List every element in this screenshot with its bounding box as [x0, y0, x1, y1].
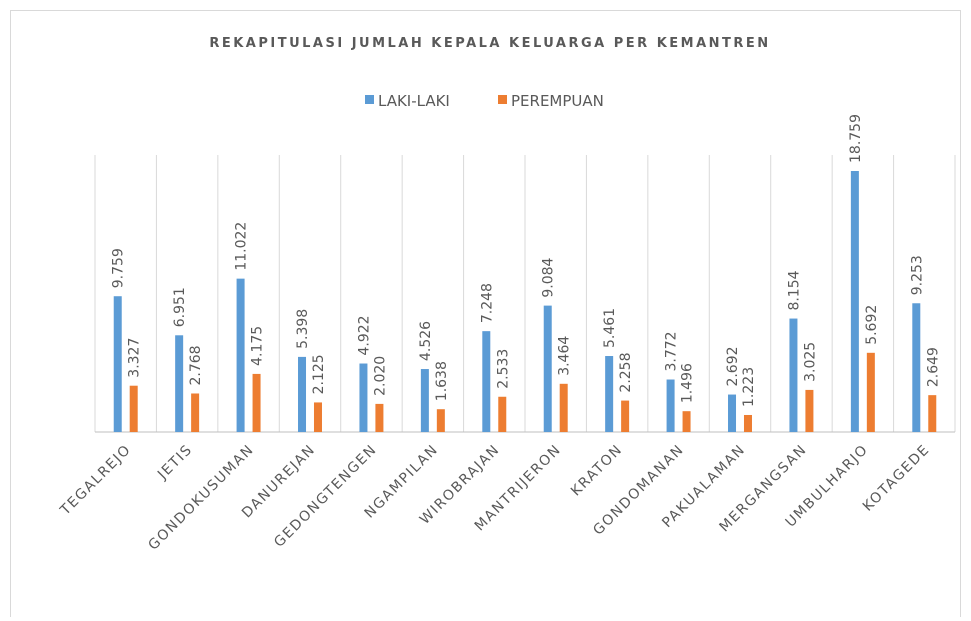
data-label: 3.464 [557, 336, 573, 376]
data-label: 1.496 [680, 363, 696, 403]
bar [298, 356, 307, 432]
data-label: 9.253 [909, 255, 925, 295]
data-label: 7.248 [479, 283, 495, 323]
bar [498, 396, 507, 432]
data-label: 3.772 [664, 331, 680, 371]
legend-label: PEREMPUAN [511, 92, 604, 110]
bar [313, 402, 322, 432]
data-label: 1.223 [741, 367, 757, 407]
bar [805, 389, 814, 432]
bar [682, 411, 691, 432]
data-label: 3.025 [802, 342, 818, 382]
bar [850, 171, 859, 432]
bar [743, 414, 752, 432]
bar [129, 385, 138, 432]
bar [436, 409, 445, 432]
data-label: 5.461 [602, 308, 618, 348]
legend-swatch [498, 95, 507, 104]
bar [912, 303, 921, 432]
data-label: 3.327 [127, 338, 143, 378]
data-label: 2.258 [618, 352, 634, 392]
data-label: 8.154 [786, 270, 802, 310]
data-label: 2.020 [372, 356, 388, 396]
bar [175, 335, 184, 432]
bar [482, 331, 491, 432]
data-label: 9.084 [541, 257, 557, 297]
bar [236, 278, 245, 432]
bar [605, 356, 614, 432]
data-label: 6.951 [172, 287, 188, 327]
legend-label: LAKI-LAKI [378, 92, 450, 110]
data-label: 2.692 [725, 346, 741, 386]
bar [559, 383, 568, 432]
bar [728, 394, 737, 432]
bar [543, 305, 552, 432]
data-label: 1.638 [434, 361, 450, 401]
data-label: 5.692 [864, 305, 880, 345]
bar [666, 379, 675, 432]
bar [866, 352, 875, 432]
bar [621, 400, 630, 432]
data-label: 2.649 [925, 347, 941, 387]
data-label: 4.526 [418, 321, 434, 361]
bar [359, 363, 368, 432]
data-label: 2.768 [188, 345, 204, 385]
bar [420, 369, 429, 432]
data-label: 4.175 [250, 326, 266, 366]
data-label: 2.125 [311, 354, 327, 394]
bar [789, 318, 798, 432]
data-label: 9.759 [111, 248, 127, 288]
chart-frame [10, 10, 961, 621]
bar [928, 395, 937, 432]
data-label: 2.533 [495, 349, 511, 389]
bar [375, 403, 384, 432]
bar [252, 373, 261, 432]
data-label: 11.022 [234, 222, 250, 271]
chart-title: REKAPITULASI JUMLAH KEPALA KELUARGA PER … [209, 36, 770, 51]
legend-swatch [365, 95, 374, 104]
data-label: 18.759 [848, 114, 864, 163]
bar [191, 393, 200, 432]
data-label: 4.922 [356, 315, 372, 355]
bar [113, 296, 122, 432]
data-label: 5.398 [295, 309, 311, 349]
